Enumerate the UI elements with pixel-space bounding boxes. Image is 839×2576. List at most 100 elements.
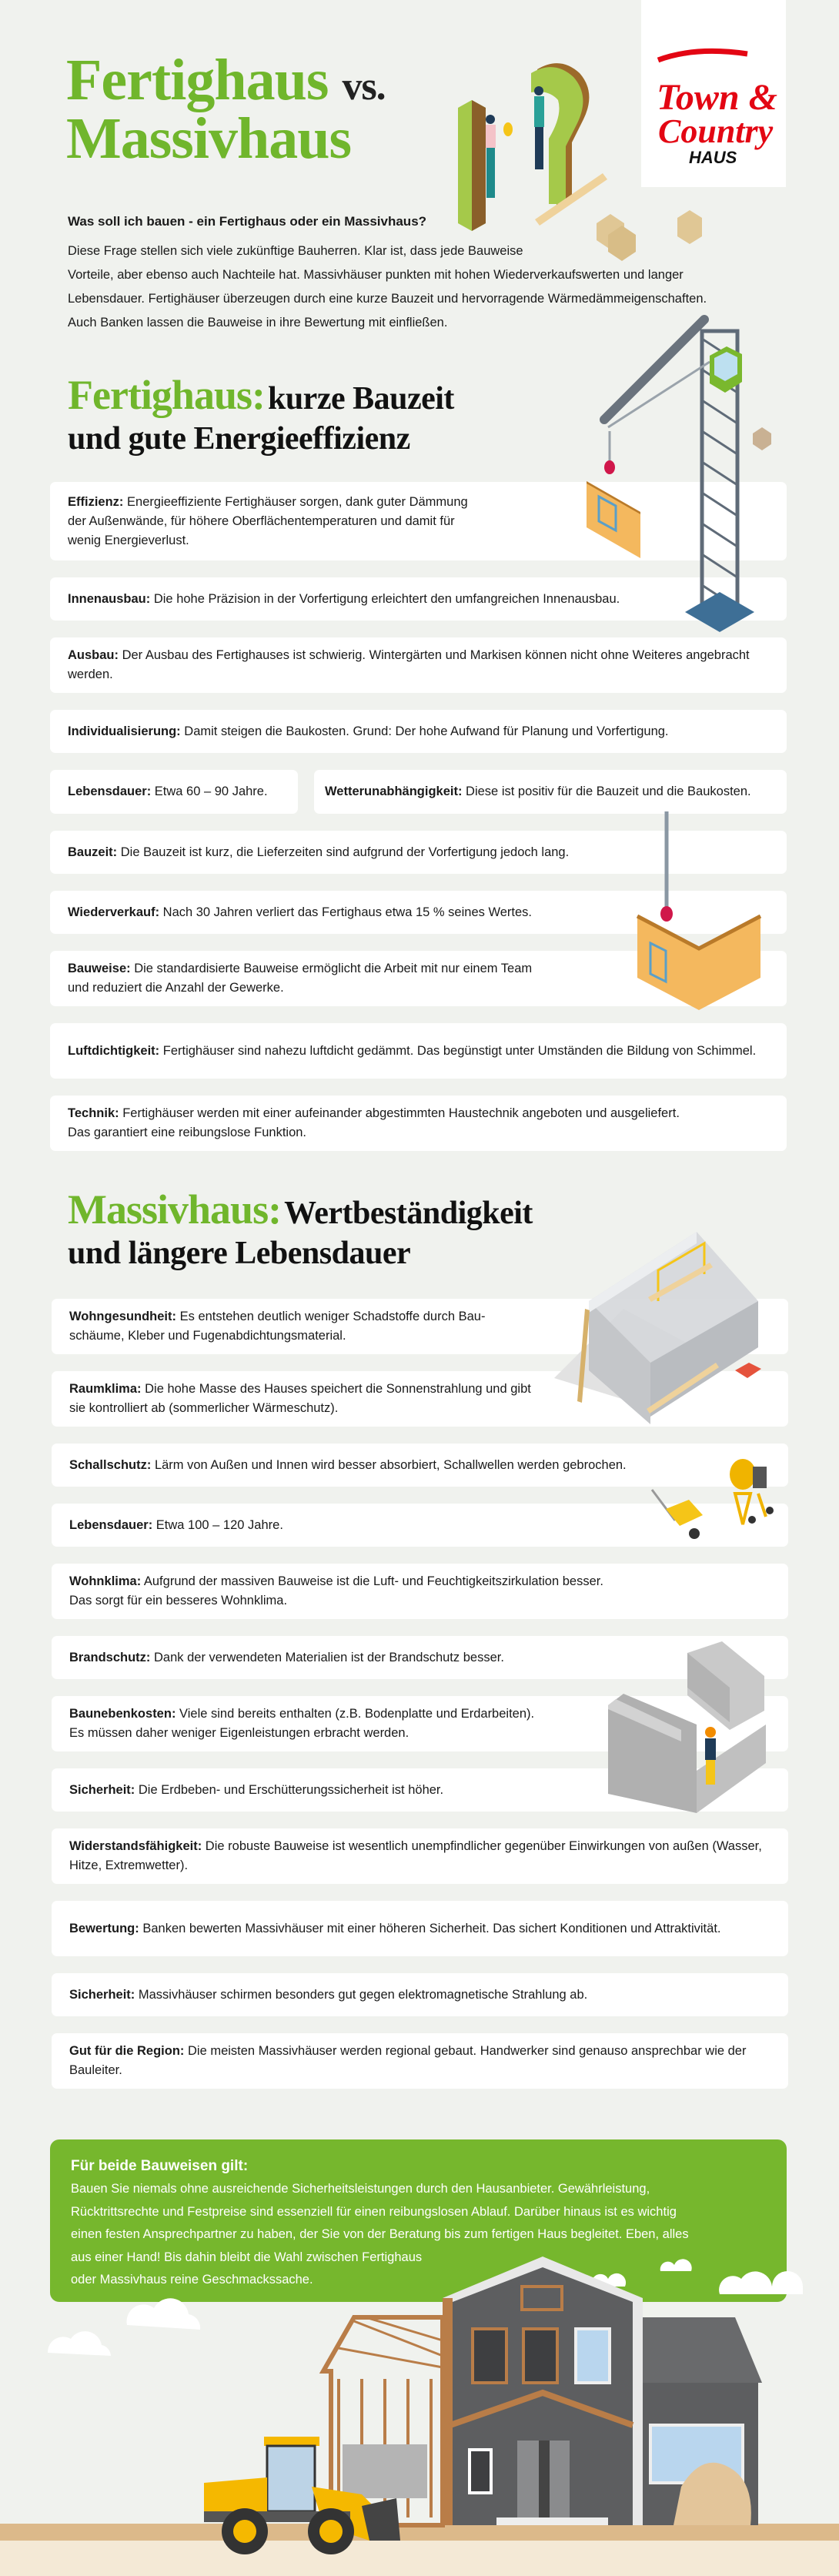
card-text: Viele sind bereits enthalten (z.B. Boden…: [69, 1707, 535, 1740]
intro-paragraph: Diese Frage stellen sich viele zukünftig…: [68, 239, 707, 335]
info-card-bauweise: Bauweise: Die standardisierte Bauweise e…: [50, 951, 787, 1006]
card-text: Die hohe Masse des Hauses speichert die …: [69, 1382, 531, 1415]
info-card-wohngesundheit: Wohngesundheit: Es entstehen deutlich we…: [52, 1299, 788, 1354]
card-text: Die standardisierte Bauweise ermöglicht …: [68, 962, 533, 995]
info-card-ausbau: Ausbau: Der Ausbau des Fertighauses ist …: [50, 637, 787, 693]
section-title-black: kurze Bauzeit: [267, 381, 454, 417]
card-label: Brandschutz:: [69, 1650, 151, 1664]
card-text: Nach 30 Jahren verliert das Fertighaus e…: [159, 905, 532, 919]
card-label: Wohngesundheit:: [69, 1310, 177, 1323]
logo-text-haus: HAUS: [689, 148, 737, 167]
card-text: Massivhäuser schirmen besonders gut gege…: [135, 1987, 588, 2002]
info-card-sicherheit: Sicherheit: Die Erdbeben- und Erschütter…: [52, 1768, 788, 1812]
summary-line: Bauen Sie niemals ohne ausreichende Sich…: [71, 2182, 650, 2196]
info-card-region: Gut für die Region: Die meisten Massivhä…: [52, 2033, 788, 2089]
card-text: Fertighäuser werden mit einer aufeinande…: [68, 1106, 680, 1139]
info-card-wiederverkauf: Wiederverkauf: Nach 30 Jahren verliert d…: [50, 891, 787, 934]
info-card-wetterunabhaengigkeit: Wetterunabhängigkeit: Diese ist positiv …: [314, 770, 787, 814]
logo-mark: Town & Country HAUS: [657, 48, 777, 167]
card-label: Bauweise:: [68, 962, 131, 975]
card-label: Gut für die Region:: [69, 2044, 185, 2058]
card-label: Bauzeit:: [68, 845, 118, 859]
card-text: Banken bewerten Massivhäuser mit einer h…: [139, 1921, 721, 1935]
info-card-lebensdauer: Lebensdauer: Etwa 100 – 120 Jahre.: [52, 1504, 788, 1547]
card-label: Individualisierung:: [68, 724, 181, 738]
card-text: Der Ausbau des Fertighauses ist schwieri…: [68, 648, 750, 681]
card-label: Lebensdauer:: [69, 1517, 153, 1532]
info-card-luftdichtigkeit: Luftdichtigkeit: Fertighäuser sind nahez…: [50, 1023, 787, 1079]
info-card-sicherheit-strahlung: Sicherheit: Massivhäuser schirmen besond…: [52, 1973, 788, 2016]
card-text: Dank der verwendeten Materialien ist der…: [150, 1650, 504, 1664]
card-label: Baunebenkosten:: [69, 1707, 176, 1721]
summary-box: Für beide Bauweisen gilt: Bauen Sie niem…: [50, 2139, 787, 2302]
info-card-technik: Technik: Fertighäuser werden mit einer a…: [50, 1096, 787, 1151]
info-card-baunebenkosten: Baunebenkosten: Viele sind bereits entha…: [52, 1696, 788, 1751]
logo-text-town: Town &: [657, 77, 777, 118]
ground-sand: [0, 2541, 839, 2576]
logo-text-country: Country: [658, 112, 774, 150]
fertighaus-card-list: Effizienz: Energieeffiziente Fertighäuse…: [50, 482, 787, 1151]
intro-line: Vorteile, aber ebenso auch Nachteile hat…: [68, 268, 684, 282]
question-mark-people-illustration: [458, 63, 607, 231]
summary-heading: Für beide Bauweisen gilt:: [71, 2158, 249, 2174]
info-card-innenausbau: Innenausbau: Die hohe Präzision in der V…: [50, 577, 787, 621]
card-text: Lärm von Außen und Innen wird besser abs…: [151, 1457, 627, 1472]
fertighaus-section-title: Fertighaus: kurze Bauzeit und gute Energ…: [68, 371, 454, 457]
summary-line: oder Massivhaus reine Geschmackssache.: [71, 2273, 313, 2287]
card-text: Es entstehen deutlich weniger Schadstoff…: [69, 1310, 486, 1343]
summary-line: Rücktrittsrechte und Festpreise sind ess…: [71, 2204, 677, 2219]
intro-line: Auch Banken lassen die Bauweise in ihre …: [68, 316, 448, 330]
section-title-line2: und längere Lebensdauer: [68, 1236, 411, 1271]
hero-title-vs: vs.: [342, 65, 386, 109]
intro-line: Lebensdauer. Fertighäuser überzeugen dur…: [68, 292, 707, 306]
card-label: Schallschutz:: [69, 1457, 152, 1472]
card-label: Lebensdauer:: [68, 785, 152, 798]
section-title-black: Wertbeständigkeit: [284, 1196, 533, 1231]
card-label: Raumklima:: [69, 1382, 142, 1396]
card-text: Die robuste Bauweise ist wesentlich unem…: [69, 1839, 762, 1872]
card-label: Effizienz:: [68, 494, 124, 509]
hero-title-fertighaus: Fertighaus: [66, 48, 329, 112]
card-text: Die Bauzeit ist kurz, die Lieferzeiten s…: [117, 845, 570, 859]
card-text: Die Erdbeben- und Erschütterungssicherhe…: [135, 1782, 444, 1797]
info-card-schallschutz: Schallschutz: Lärm von Außen und Innen w…: [52, 1444, 788, 1487]
info-card-brandschutz: Brandschutz: Dank der verwendeten Materi…: [52, 1636, 788, 1679]
card-label: Wiederverkauf:: [68, 905, 160, 919]
card-label: Ausbau:: [68, 648, 119, 662]
card-label: Widerstandsfähigkeit:: [69, 1839, 202, 1853]
section-title-green: Fertighaus:: [68, 372, 266, 418]
hero-title-line1: Fertighaus vs.: [66, 51, 386, 116]
info-card-individualisierung: Individualisierung: Damit steigen die Ba…: [50, 710, 787, 753]
town-country-logo[interactable]: Town & Country HAUS: [641, 0, 786, 187]
hero-title-massivhaus: Massivhaus: [66, 106, 352, 171]
card-label: Technik:: [68, 1106, 119, 1120]
card-label: Sicherheit:: [69, 1987, 135, 2002]
card-text: Die hohe Präzision in der Vorfertigung e…: [150, 591, 620, 606]
section-title-line2: und gute Energieeffizienz: [68, 421, 410, 457]
card-text: Damit steigen die Baukosten. Grund: Der …: [180, 724, 669, 738]
card-label: Wohnklima:: [69, 1574, 142, 1588]
card-label: Bewertung:: [69, 1921, 139, 1935]
card-text: Diese ist positiv für die Bauzeit und di…: [462, 785, 751, 798]
intro-question: Was soll ich bauen - ein Fertighaus oder…: [68, 214, 427, 229]
card-row: Lebensdauer: Etwa 60 – 90 Jahre. Wetteru…: [50, 770, 787, 814]
info-card-effizienz: Effizienz: Energieeffiziente Fertighäuse…: [50, 482, 787, 560]
card-label: Luftdichtigkeit:: [68, 1043, 160, 1058]
info-card-widerstandsfaehigkeit: Widerstandsfähigkeit: Die robuste Bauwei…: [52, 1828, 788, 1884]
card-text: Aufgrund der massiven Bauweise ist die L…: [69, 1574, 603, 1607]
massivhaus-card-list: Wohngesundheit: Es entstehen deutlich we…: [52, 1299, 788, 2089]
card-text: Die meisten Massivhäuser werden regional…: [69, 2044, 747, 2077]
summary-line: einen festen Ansprechpartner zu haben, d…: [71, 2227, 689, 2241]
info-card-lebensdauer: Lebensdauer: Etwa 60 – 90 Jahre.: [50, 770, 298, 814]
info-card-raumklima: Raumklima: Die hohe Masse des Hauses spe…: [52, 1371, 788, 1427]
info-card-bewertung: Bewertung: Banken bewerten Massivhäuser …: [52, 1901, 788, 1956]
summary-line: aus einer Hand! Bis dahin bleibt die Wah…: [71, 2250, 423, 2264]
info-card-bauzeit: Bauzeit: Die Bauzeit ist kurz, die Liefe…: [50, 831, 787, 874]
card-text: Fertighäuser sind nahezu luftdicht gedäm…: [159, 1043, 757, 1058]
card-text: Energieeffiziente Fertighäuser sorgen, d…: [68, 494, 468, 547]
intro-line: Diese Frage stellen sich viele zukünftig…: [68, 244, 523, 258]
card-label: Innenausbau:: [68, 591, 151, 606]
ground-strip: [0, 2524, 839, 2541]
info-card-wohnklima: Wohnklima: Aufgrund der massiven Bauweis…: [52, 1564, 788, 1619]
card-text: Etwa 100 – 120 Jahre.: [152, 1517, 283, 1532]
